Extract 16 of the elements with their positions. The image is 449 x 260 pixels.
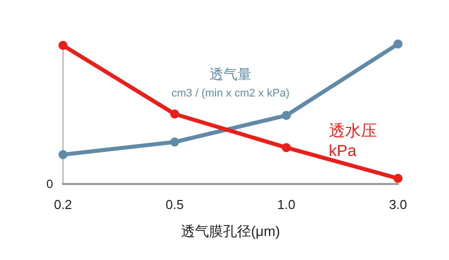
text: 0 [46,177,54,191]
series-label: 透水压 kPa [328,120,377,160]
series-label: 透气量 cm3 / (min x cm2 x kPa) [172,66,290,100]
point [58,40,68,50]
x-tick-label: 0.2 [54,197,72,212]
x-axis-title: 透气膜孔径(μm) [180,223,280,239]
point [58,150,68,160]
point [394,174,402,183]
point [282,143,291,152]
point [170,138,180,146]
x-tick-label: 1.0 [277,197,296,212]
point [282,110,291,120]
x-tick-label: 0.5 [166,197,184,212]
point [170,110,180,118]
x-tick-label: 3.0 [388,197,408,212]
point [394,40,402,48]
